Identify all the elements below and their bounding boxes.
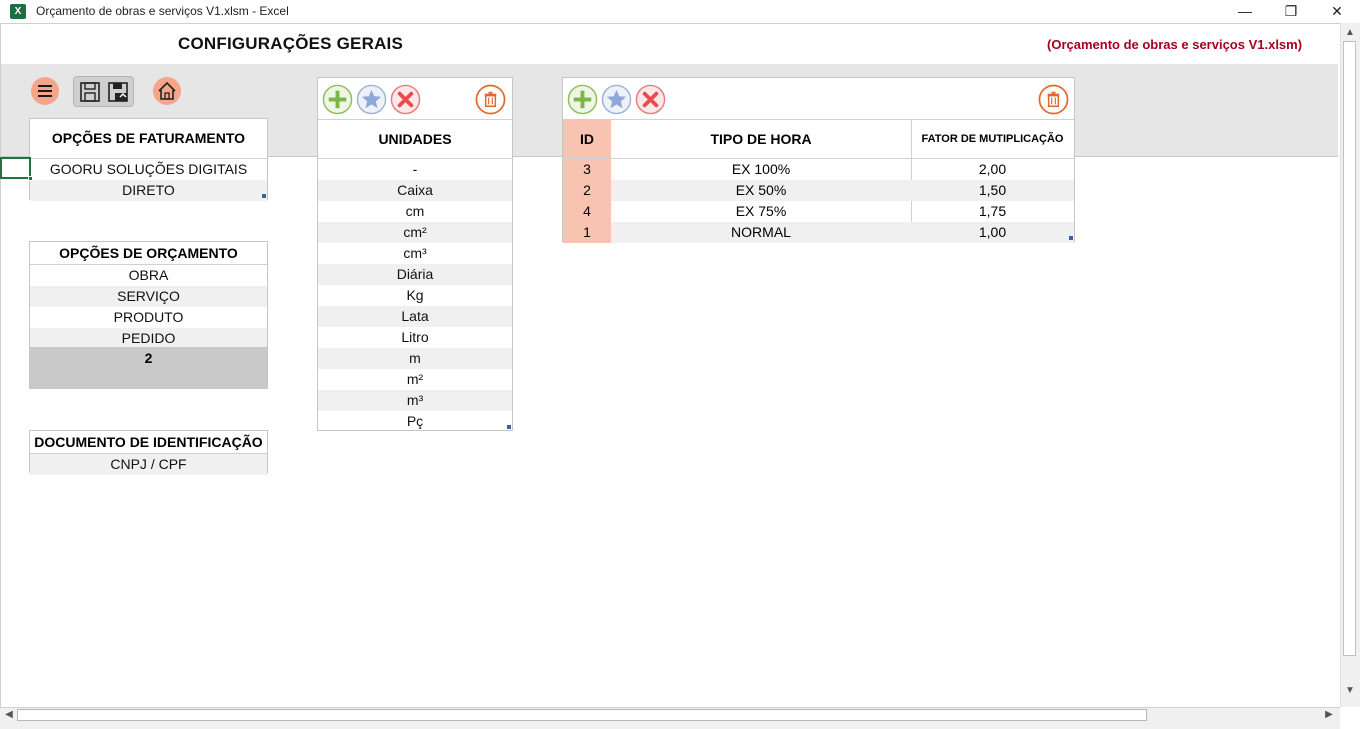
cell-fator[interactable]: 2,00 (978, 161, 1007, 177)
list-item[interactable]: cm² (318, 222, 512, 243)
excel-app-icon: X (10, 4, 26, 19)
documento-panel: DOCUMENTO DE IDENTIFICAÇÃO CNPJ / CPF (29, 430, 268, 475)
home-button[interactable] (153, 77, 181, 105)
cell-tipo[interactable]: EX 50% (611, 180, 912, 201)
close-button[interactable]: ✕ (1331, 3, 1343, 19)
star-circle-icon[interactable] (601, 84, 632, 115)
save-icon[interactable] (78, 80, 102, 104)
column-header-id[interactable]: ID (563, 120, 611, 158)
table-row[interactable]: 2 EX 50% 1,50 (563, 180, 1074, 201)
cell-fator[interactable]: 1,00 (911, 222, 1074, 243)
cell-tipo[interactable]: NORMAL (611, 222, 912, 243)
orcamento-count: 2 (30, 347, 267, 389)
list-item[interactable]: cm³ (403, 245, 427, 261)
horizontal-scroll-thumb[interactable] (17, 709, 1147, 721)
page-title: CONFIGURAÇÕES GERAIS (178, 34, 404, 53)
save-button-group (73, 76, 134, 107)
cell-fator[interactable]: 1,50 (911, 180, 1074, 201)
plus-circle-icon[interactable] (322, 84, 353, 115)
faturamento-panel: OPÇÕES DE FATURAMENTO GOORU SOLUÇÕES DIG… (29, 118, 268, 201)
tipo-hora-panel: ID TIPO DE HORA FATOR DE MUTIPLICAÇÃO 3 … (562, 77, 1075, 243)
x-circle-icon[interactable] (635, 84, 666, 115)
window-title: Orçamento de obras e serviços V1.xlsm - … (36, 4, 289, 18)
vertical-scroll-thumb[interactable] (1343, 41, 1356, 656)
documento-header: DOCUMENTO DE IDENTIFICAÇÃO (30, 431, 267, 454)
list-item[interactable]: SERVIÇO (30, 286, 267, 307)
list-item[interactable]: m³ (318, 390, 512, 411)
file-reference: (Orçamento de obras e serviços V1.xlsm) (1047, 37, 1303, 52)
cell-tipo[interactable]: EX 75% (611, 201, 912, 222)
title-bar (0, 0, 1360, 23)
list-item[interactable]: m² (406, 371, 424, 387)
table-row[interactable]: 4 EX 75% 1,75 (563, 201, 1074, 222)
table-resize-handle[interactable] (507, 425, 511, 429)
star-circle-icon[interactable] (356, 84, 387, 115)
orcamento-panel: OPÇÕES DE ORÇAMENTO OBRA SERVIÇO PRODUTO… (29, 241, 268, 389)
plus-circle-icon[interactable] (567, 84, 598, 115)
minimize-button[interactable]: — (1238, 3, 1252, 19)
cell-id[interactable]: 3 (563, 159, 611, 180)
list-item[interactable]: Caixa (318, 180, 512, 201)
menu-button[interactable] (31, 77, 59, 105)
list-item[interactable]: Lata (318, 306, 512, 327)
faturamento-header: OPÇÕES DE FATURAMENTO (30, 119, 267, 159)
list-item[interactable]: CNPJ / CPF (30, 454, 267, 475)
scroll-right-icon[interactable]: ▶ (1325, 709, 1333, 720)
list-item[interactable]: m (318, 348, 512, 369)
trash-icon[interactable] (475, 84, 506, 115)
list-item[interactable]: DIRETO (30, 180, 267, 201)
table-row[interactable]: 3 EX 100% 2,00 (563, 159, 1074, 180)
unidades-panel: UNIDADES - Caixa cm cm² cm³ Diária Kg La… (317, 77, 513, 431)
fill-handle[interactable] (28, 176, 33, 181)
list-item[interactable]: Litro (401, 329, 429, 345)
table-resize-handle[interactable] (1069, 236, 1073, 240)
selected-cell[interactable] (0, 157, 31, 179)
list-item[interactable]: Pç (406, 413, 424, 429)
cell-tipo[interactable]: EX 100% (611, 159, 912, 180)
list-item[interactable]: cm (405, 203, 425, 219)
restore-button[interactable]: ❐ (1284, 3, 1298, 19)
list-item[interactable]: - (412, 161, 418, 177)
cell-id[interactable]: 1 (563, 222, 611, 243)
column-header-tipo[interactable]: TIPO DE HORA (611, 120, 912, 158)
table-resize-handle[interactable] (262, 194, 266, 198)
cell-id[interactable]: 2 (563, 180, 611, 201)
tipo-hora-toolbar (563, 78, 1074, 120)
column-header-fator[interactable]: FATOR DE MUTIPLICAÇÃO (921, 133, 1064, 145)
orcamento-header: OPÇÕES DE ORÇAMENTO (30, 242, 267, 265)
scroll-left-icon[interactable]: ◀ (5, 709, 13, 720)
table-header-row: ID TIPO DE HORA FATOR DE MUTIPLICAÇÃO (563, 120, 1074, 159)
list-item[interactable]: OBRA (128, 267, 169, 283)
save-as-icon[interactable] (106, 80, 130, 104)
list-item[interactable]: Diária (318, 264, 512, 285)
unidades-toolbar (318, 78, 512, 120)
x-circle-icon[interactable] (390, 84, 421, 115)
list-item[interactable]: PEDIDO (30, 328, 267, 349)
scroll-down-icon[interactable]: ▼ (1345, 685, 1355, 696)
list-item[interactable]: PRODUTO (113, 309, 184, 325)
trash-icon[interactable] (1038, 84, 1069, 115)
list-item[interactable]: Kg (406, 287, 424, 303)
cell-id[interactable]: 4 (563, 201, 611, 222)
table-row[interactable]: 1 NORMAL 1,00 (563, 222, 1074, 243)
unidades-header: UNIDADES (318, 120, 512, 159)
cell-fator[interactable]: 1,75 (978, 203, 1007, 219)
home-icon (158, 81, 176, 100)
scroll-up-icon[interactable]: ▲ (1345, 27, 1355, 38)
worksheet-area (0, 23, 1340, 707)
list-item[interactable]: GOORU SOLUÇÕES DIGITAIS (49, 161, 248, 177)
